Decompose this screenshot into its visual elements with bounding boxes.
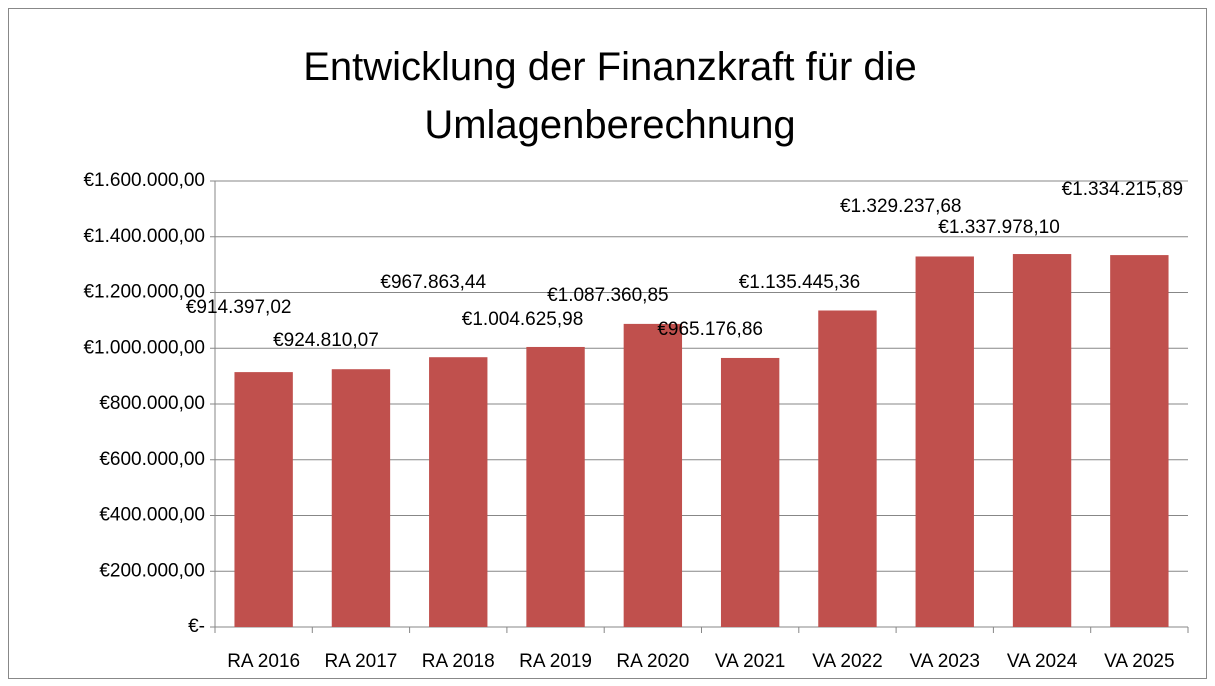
x-tick-label: VA 2022 <box>812 651 882 672</box>
bar <box>234 372 293 627</box>
x-tick-label: VA 2021 <box>715 651 785 672</box>
data-label: €914.397,02 <box>186 297 292 318</box>
y-tick-label: €- <box>188 616 205 637</box>
x-tick-label: VA 2023 <box>910 651 980 672</box>
y-tick-label: €1.400.000,00 <box>83 226 205 247</box>
bar <box>623 323 683 627</box>
bar <box>818 310 877 627</box>
y-tick-label: €1.600.000,00 <box>83 170 205 191</box>
bar <box>915 256 974 627</box>
chart-title: Entwicklung der Finanzkraft für die Umla… <box>303 45 917 147</box>
y-tick-label: €1.200.000,00 <box>83 282 205 303</box>
chart-border <box>8 8 1207 679</box>
bar <box>429 357 488 627</box>
data-label: €1.135.445,36 <box>739 272 861 293</box>
x-tick-label: RA 2016 <box>227 651 300 672</box>
data-label: €1.337.978,10 <box>938 217 1060 238</box>
bar <box>720 357 780 627</box>
data-label: €1.329.237,68 <box>840 196 962 217</box>
y-tick-label: €1.000.000,00 <box>83 337 205 358</box>
data-label: €924.810,07 <box>273 330 379 351</box>
bar <box>1012 254 1072 627</box>
y-tick-label: €400.000,00 <box>99 505 205 526</box>
data-label: €1.087.360,85 <box>547 285 669 306</box>
x-tick-label: RA 2018 <box>422 651 495 672</box>
x-tick-label: VA 2024 <box>1007 651 1078 672</box>
x-tick-label: VA 2025 <box>1104 651 1174 672</box>
bar <box>331 369 391 627</box>
bar <box>1110 255 1169 627</box>
y-tick-label: €800.000,00 <box>99 393 205 414</box>
data-label: €1.334.215,89 <box>1062 179 1184 200</box>
x-tick-label: RA 2020 <box>616 651 689 672</box>
y-tick-label: €600.000,00 <box>99 449 205 470</box>
y-tick-label: €200.000,00 <box>99 560 205 581</box>
x-tick-label: RA 2017 <box>324 651 397 672</box>
data-label: €1.004.625,98 <box>462 309 584 330</box>
data-label: €965.176,86 <box>657 319 763 340</box>
bar <box>526 346 585 627</box>
x-tick-label: RA 2019 <box>519 651 592 672</box>
data-label: €967.863,44 <box>380 272 486 293</box>
